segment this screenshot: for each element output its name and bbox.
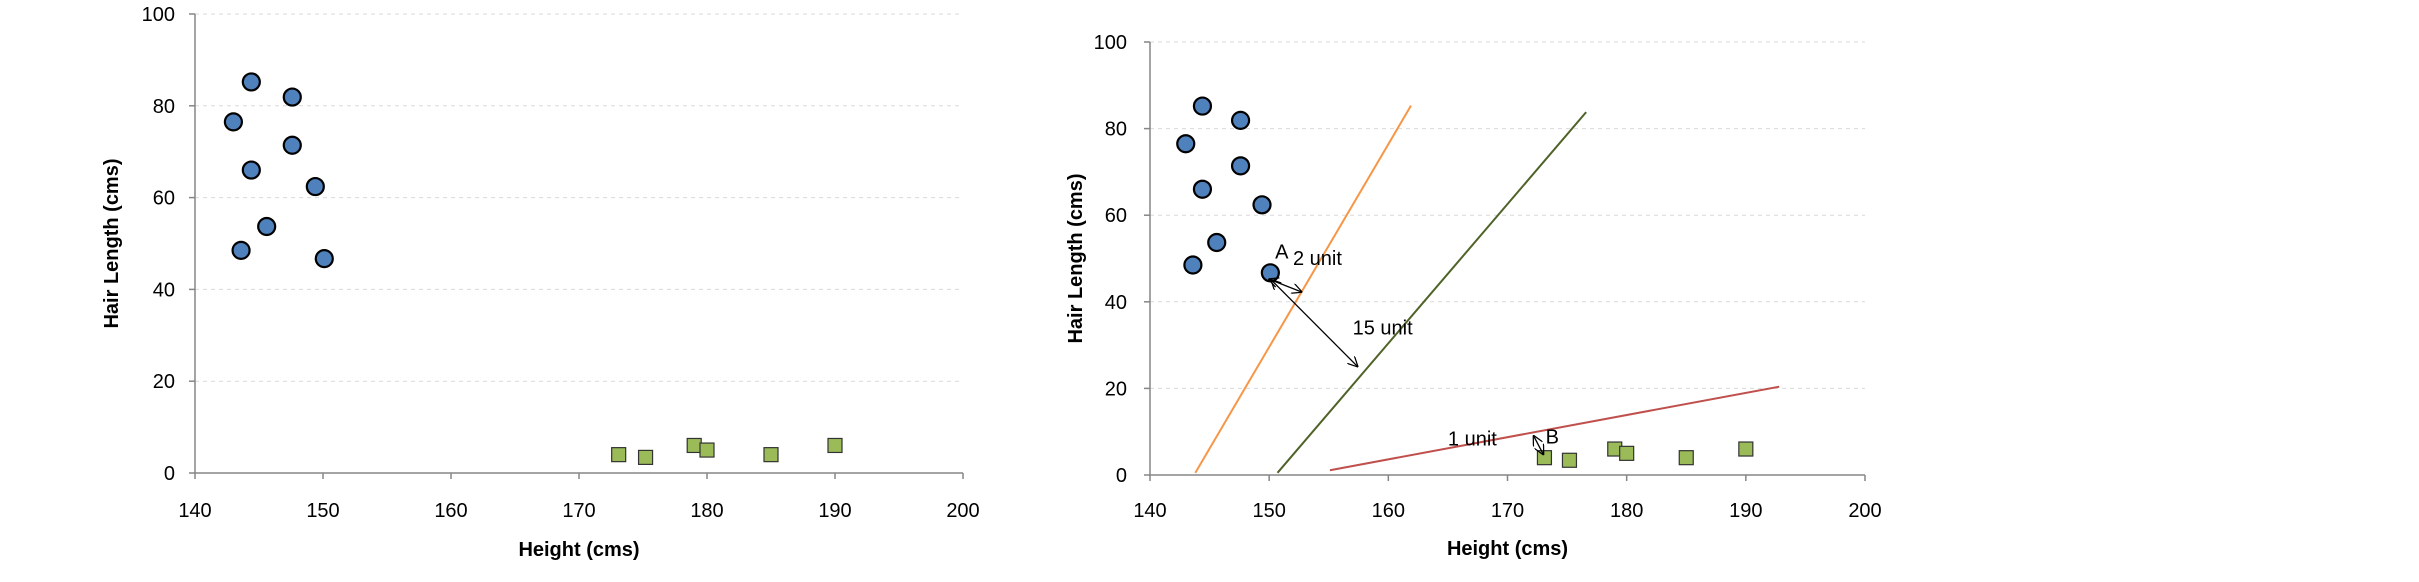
chart2-annotation-2: 2 unit — [1293, 248, 1342, 270]
chart1-square-point — [699, 442, 715, 458]
chart2-separator-line-3 — [1329, 385, 1780, 472]
chart1-x-tick-label: 140 — [178, 500, 211, 522]
chart1-y-tick-label: 20 — [153, 371, 175, 393]
chart1-x-tick-label: 150 — [306, 500, 339, 522]
chart2-circle-point — [1230, 110, 1251, 130]
chart1-y-axis-title: Hair Length (cms) — [101, 158, 123, 328]
chart1-y-tick-label: 60 — [153, 188, 175, 210]
chart2-y-tick-label: 20 — [1105, 378, 1127, 400]
chart2-x-tick-label: 170 — [1491, 500, 1524, 522]
chart2-x-tick-label: 200 — [1848, 500, 1881, 522]
chart1-circle-point — [241, 160, 261, 180]
chart2-y-tick-label: 100 — [1094, 32, 1127, 54]
chart1-circle-point — [314, 249, 334, 269]
chart1-x-tick-label: 200 — [946, 500, 979, 522]
chart1-y-tick-label: 80 — [153, 96, 175, 118]
chart2-annotation-4: 1 unit — [1448, 429, 1497, 451]
scatter-chart-2: 140 150 160 170 180 190 200 0 20 40 60 80 100 Height … — [1010, 0, 1910, 577]
chart2-y-tick-label: 40 — [1105, 292, 1127, 314]
chart1-square-point — [637, 449, 654, 465]
chart2-circle-point — [1192, 96, 1213, 116]
chart2-circle-point — [1207, 232, 1227, 253]
chart2-separator-line-2 — [1276, 111, 1587, 474]
chart2-square-point — [1619, 445, 1635, 461]
chart2-x-tick-label: 190 — [1729, 500, 1762, 522]
chart1-circle-point — [223, 112, 243, 132]
chart2-y-tick-label: 60 — [1105, 205, 1127, 227]
chart2-square-point — [1738, 441, 1754, 457]
chart1-circle-point — [231, 240, 251, 260]
chart2-x-tick-label: 160 — [1372, 500, 1405, 522]
chart1-circle-point — [305, 176, 325, 197]
chart2-y-axis-title: Hair Length (cms) — [1065, 173, 1087, 343]
chart1-square-point — [686, 437, 702, 454]
chart1-x-axis-title: Height (cms) — [518, 539, 639, 561]
chart1-y-tick-label: 40 — [153, 279, 175, 301]
chart2-annotation-5: B — [1546, 426, 1559, 448]
chart2-x-axis-title: Height (cms) — [1447, 538, 1568, 560]
chart1-circle-point — [257, 216, 277, 237]
chart1-x-tick-label: 170 — [562, 500, 595, 522]
chart1-x-tick-label: 160 — [434, 500, 467, 522]
scatter-chart-1: 140 150 160 170 180 190 200 0 20 40 60 80 100 Height … — [0, 0, 1000, 577]
chart2-circle-point — [1252, 195, 1272, 215]
chart1-x-tick-label: 190 — [818, 500, 851, 522]
chart-2-svg: 140 150 160 170 180 190 200 0 20 40 60 80 100 Height … — [1065, 32, 1882, 560]
chart2-x-tick-label: 150 — [1252, 500, 1285, 522]
chart2-circle-point — [1260, 263, 1280, 283]
chart2-circle-point — [1192, 179, 1213, 199]
chart2-distance-arrow-1 — [1269, 279, 1301, 292]
chart1-circle-point — [282, 87, 302, 107]
chart2-y-tick-label: 80 — [1105, 119, 1127, 141]
chart1-circle-point — [282, 135, 302, 155]
chart2-circle-point — [1183, 255, 1203, 275]
chart2-square-point — [1536, 450, 1553, 466]
chart2-y-tick-label: 0 — [1116, 465, 1127, 487]
chart2-annotation-1: A — [1275, 242, 1289, 264]
chart2-x-tick-label: 140 — [1133, 500, 1166, 522]
chart1-circle-point — [241, 72, 261, 92]
chart2-square-point — [1561, 452, 1578, 468]
chart2-circle-point — [1176, 134, 1196, 154]
chart2-annotation-3: 15 unit — [1353, 317, 1413, 339]
chart1-x-tick-label: 180 — [690, 500, 723, 522]
chart1-y-tick-label: 0 — [164, 463, 175, 485]
chart2-separator-line-1 — [1194, 105, 1412, 474]
chart2-circle-point — [1230, 156, 1251, 176]
chart2-x-tick-label: 180 — [1610, 500, 1643, 522]
chart2-square-point — [1678, 450, 1694, 466]
chart2-distance-arrow-2 — [1272, 280, 1358, 366]
chart2-distance-arrow-3 — [1534, 436, 1544, 454]
chart1-y-tick-label: 100 — [142, 4, 175, 26]
chart-1-svg: 140 150 160 170 180 190 200 0 20 40 60 80 100 Height … — [101, 4, 980, 561]
chart1-square-point — [611, 447, 627, 463]
chart1-square-point — [827, 437, 843, 454]
chart1-square-point — [763, 447, 779, 463]
